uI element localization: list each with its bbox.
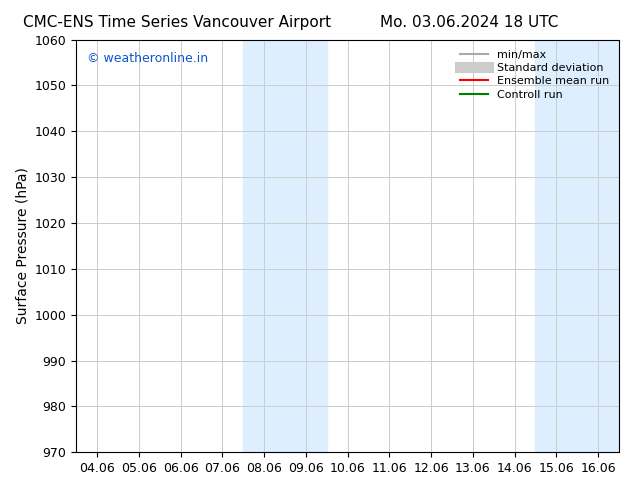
Text: Mo. 03.06.2024 18 UTC: Mo. 03.06.2024 18 UTC: [380, 15, 559, 30]
Text: CMC-ENS Time Series Vancouver Airport: CMC-ENS Time Series Vancouver Airport: [23, 15, 332, 30]
Bar: [536, 40, 619, 452]
Bar: [243, 40, 327, 452]
Y-axis label: Surface Pressure (hPa): Surface Pressure (hPa): [15, 168, 29, 324]
Legend: min/max, Standard deviation, Ensemble mean run, Controll run: min/max, Standard deviation, Ensemble me…: [456, 45, 614, 104]
Text: © weatheronline.in: © weatheronline.in: [87, 52, 208, 65]
